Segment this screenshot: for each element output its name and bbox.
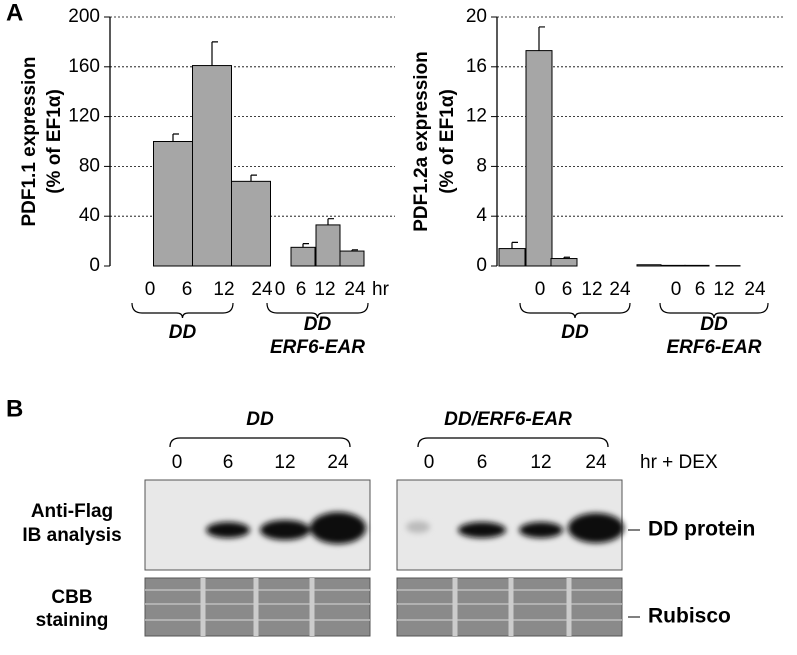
error-bar xyxy=(563,256,570,259)
blot-group: DD xyxy=(246,409,274,430)
y-tick-label: 8 xyxy=(476,155,487,176)
lane-label: 24 xyxy=(585,452,607,473)
y-tick-label: 80 xyxy=(79,155,100,176)
x-tick-label: 24 xyxy=(744,279,766,300)
y-tick-label: 120 xyxy=(68,106,100,127)
y-tick-label: 200 xyxy=(68,6,100,27)
row-label: IB analysis xyxy=(22,525,121,546)
bar xyxy=(290,246,316,267)
y-tick-label: 160 xyxy=(68,56,100,77)
lane-label: 0 xyxy=(424,452,435,473)
bar xyxy=(339,250,365,267)
lane-label: 6 xyxy=(223,452,234,473)
error-bar xyxy=(172,133,179,142)
group-label: ERF6-EAR xyxy=(270,337,365,358)
x-tick-label: 12 xyxy=(581,279,602,300)
x-tick-label: 24 xyxy=(344,279,366,300)
blot-image xyxy=(144,479,624,637)
bar xyxy=(684,264,710,267)
x-tick-label: 12 xyxy=(713,279,734,300)
row-label: CBB xyxy=(51,587,92,608)
bar xyxy=(550,258,578,267)
x-tick-label: 0 xyxy=(535,279,546,300)
group-label: DD xyxy=(700,314,728,335)
bar xyxy=(636,264,662,267)
y-tick-label: 16 xyxy=(466,56,487,77)
x-unit: hr xyxy=(372,279,390,300)
panel-label: A xyxy=(6,0,23,26)
brace xyxy=(519,302,631,319)
y-tick-label: 20 xyxy=(466,6,487,27)
time-label: hr + DEX xyxy=(640,452,718,473)
y-tick-label: 0 xyxy=(89,255,100,276)
x-tick-label: 24 xyxy=(251,279,273,300)
y-tick-label: 4 xyxy=(476,205,487,226)
y-axis-label: PDF1.1 expression xyxy=(19,56,40,226)
group-label: DD xyxy=(169,322,197,343)
x-tick-label: 24 xyxy=(609,279,631,300)
error-bar xyxy=(211,41,218,66)
lane-label: 12 xyxy=(274,452,295,473)
error-bar xyxy=(327,218,334,225)
bar xyxy=(660,264,686,267)
x-tick-label: 6 xyxy=(182,279,193,300)
lane-label: 6 xyxy=(477,452,488,473)
panel-label: B xyxy=(6,395,23,422)
bar xyxy=(525,50,553,267)
error-bar xyxy=(511,241,518,249)
brace xyxy=(169,437,351,448)
blot-group: DD/ERF6-EAR xyxy=(444,409,572,430)
bar xyxy=(153,141,193,267)
x-tick-label: 12 xyxy=(314,279,335,300)
target-label: DD protein xyxy=(648,518,755,541)
group-label: ERF6-EAR xyxy=(666,337,761,358)
row-label: Anti-Flag xyxy=(31,501,113,522)
group-label: DD xyxy=(304,314,332,335)
group-label: DD xyxy=(561,322,589,343)
x-tick-label: 6 xyxy=(562,279,573,300)
x-tick-label: 6 xyxy=(695,279,706,300)
brace xyxy=(417,437,609,448)
target-label: Rubisco xyxy=(648,605,731,628)
x-tick-label: 12 xyxy=(213,279,234,300)
bar xyxy=(498,248,526,267)
brace xyxy=(266,302,369,319)
error-bar xyxy=(538,26,545,51)
x-tick-label: 0 xyxy=(671,279,682,300)
error-bar xyxy=(302,242,309,248)
error-bar xyxy=(351,249,358,252)
lane-label: 0 xyxy=(172,452,183,473)
lane-label: 24 xyxy=(327,452,349,473)
y-tick-label: 12 xyxy=(466,106,487,127)
brace xyxy=(131,302,234,319)
x-tick-label: 6 xyxy=(296,279,307,300)
x-tick-label: 0 xyxy=(145,279,156,300)
error-bar xyxy=(250,174,257,182)
y-tick-label: 40 xyxy=(79,205,100,226)
y-axis-label: (% of EF1α) xyxy=(44,89,65,194)
brace xyxy=(659,302,769,319)
y-axis-label: (% of EF1α) xyxy=(437,89,458,194)
bar xyxy=(192,65,232,267)
bar xyxy=(315,224,341,267)
lane-label: 12 xyxy=(530,452,551,473)
x-tick-label: 0 xyxy=(275,279,286,300)
row-label: staining xyxy=(36,610,109,631)
bar xyxy=(231,180,271,267)
y-tick-label: 0 xyxy=(476,255,487,276)
y-axis-label: PDF1.2a expression xyxy=(411,51,432,232)
